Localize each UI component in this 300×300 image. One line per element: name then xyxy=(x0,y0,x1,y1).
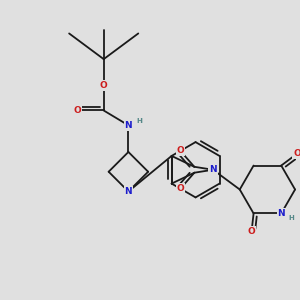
Text: N: N xyxy=(124,121,132,130)
Text: H: H xyxy=(136,118,142,124)
Text: H: H xyxy=(136,118,142,124)
Text: N: N xyxy=(209,165,217,174)
Text: N: N xyxy=(124,121,132,130)
Text: O: O xyxy=(73,106,81,115)
Text: H: H xyxy=(288,215,294,221)
Text: O: O xyxy=(293,149,300,158)
Text: N: N xyxy=(124,187,132,196)
Text: N: N xyxy=(278,209,285,218)
Text: O: O xyxy=(177,184,184,193)
Text: O: O xyxy=(248,227,256,236)
Text: N: N xyxy=(209,165,217,174)
Text: O: O xyxy=(100,81,108,90)
Text: N: N xyxy=(124,187,132,196)
Text: O: O xyxy=(177,146,184,155)
